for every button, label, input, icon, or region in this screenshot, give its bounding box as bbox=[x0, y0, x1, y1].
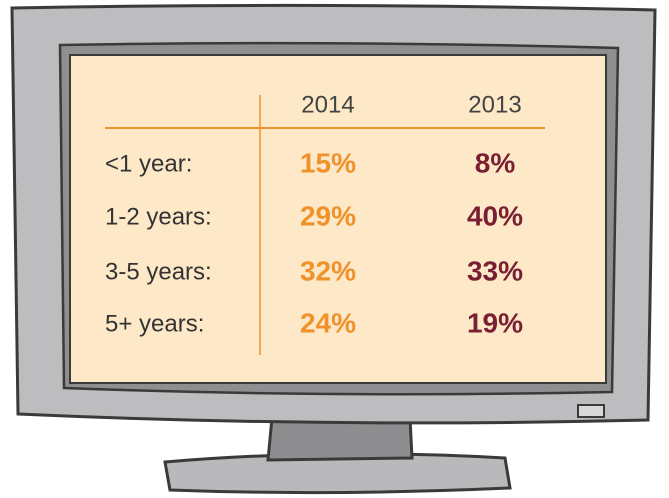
cell-value: 32% bbox=[300, 255, 356, 286]
table: 2014 2013 <1 year: 15% 8% 1-2 years: 29% 40% 3-5… bbox=[105, 91, 523, 338]
cell-value: 19% bbox=[467, 307, 523, 338]
row-label: 5+ years: bbox=[105, 310, 204, 337]
cell-value: 40% bbox=[467, 200, 523, 231]
cell-value: 33% bbox=[467, 255, 523, 286]
row-label: 1-2 years: bbox=[105, 203, 212, 230]
row-label: 3-5 years: bbox=[105, 258, 212, 285]
cell-value: 8% bbox=[475, 147, 516, 178]
column-header: 2013 bbox=[468, 91, 521, 118]
row-label: <1 year: bbox=[105, 150, 192, 177]
screen bbox=[69, 54, 607, 384]
cell-value: 15% bbox=[300, 147, 356, 178]
column-header: 2014 bbox=[301, 91, 354, 118]
cell-value: 24% bbox=[300, 307, 356, 338]
cell-value: 29% bbox=[300, 200, 356, 231]
power-button bbox=[577, 404, 605, 418]
